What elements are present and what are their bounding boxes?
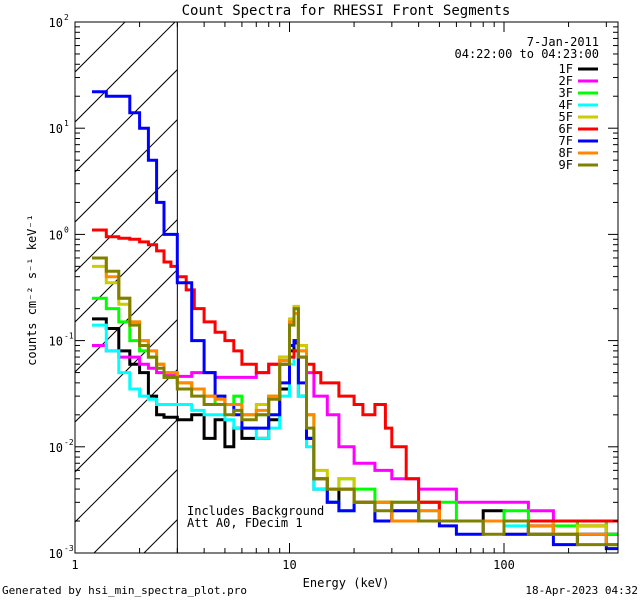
y-tick-label: 10 0: [49, 225, 69, 242]
hatch-stroke: [75, 418, 178, 523]
y-tick-label-base: 10: [49, 122, 63, 136]
y-tick-label-exponent: 1: [64, 119, 69, 128]
series-line-6F: [92, 228, 618, 523]
y-axis-label: counts cm⁻² s⁻¹ keV⁻¹: [25, 214, 39, 366]
hatch-stroke: [75, 22, 126, 73]
legend-label-2F: 2F: [559, 74, 573, 88]
y-tick-label-exponent: -2: [64, 438, 74, 447]
y-tick-label: 10 -2: [49, 438, 74, 455]
hatch-stroke: [75, 22, 176, 123]
legend-date: 7-Jan-2011: [527, 35, 599, 49]
hatch-stroke: [75, 118, 178, 223]
legend-label-7F: 7F: [559, 134, 573, 148]
y-tick-label-base: 10: [49, 16, 63, 30]
legend-label-8F: 8F: [559, 146, 573, 160]
footer-generated-by: Generated by hsi_min_spectra_plot.pro: [2, 584, 248, 597]
y-tick-label-base: 10: [49, 441, 63, 455]
annotation-background: Includes Background: [187, 504, 324, 518]
hatch-stroke: [75, 168, 178, 273]
plot-frame: [74, 21, 619, 554]
hatch-stroke: [75, 218, 178, 323]
y-tick-label-exponent: -3: [64, 544, 74, 553]
y-axis-ticks: [75, 21, 618, 554]
annotation-attenuator: Att A0, FDecim 1: [187, 516, 303, 530]
x-axis-label: Energy (keV): [303, 576, 390, 590]
series-lines: [92, 90, 618, 551]
y-tick-label-base: 10: [49, 228, 63, 242]
legend-label-4F: 4F: [559, 98, 573, 112]
hatch-stroke: [75, 68, 178, 173]
hatched-region: [75, 22, 640, 553]
x-axis-tick-labels: 1 10 100: [71, 558, 514, 572]
hatch-stroke: [75, 368, 178, 473]
chart-title: Count Spectra for RHESSI Front Segments: [182, 3, 511, 19]
y-tick-label-exponent: -1: [64, 332, 74, 341]
series-line-9F: [92, 256, 618, 547]
y-tick-label: 10 -1: [49, 332, 74, 349]
x-axis-ticks: [74, 22, 607, 553]
legend-label-3F: 3F: [559, 86, 573, 100]
x-tick-label: 10: [282, 558, 296, 572]
hatch-stroke: [93, 468, 178, 553]
y-tick-label-exponent: 2: [64, 13, 69, 22]
hatch-stroke: [194, 22, 640, 553]
legend-label-5F: 5F: [559, 110, 573, 124]
y-tick-label-base: 10: [49, 547, 63, 561]
legend-time-range: 04:22:00 to 04:23:00: [455, 47, 600, 61]
hatch-stroke: [75, 318, 178, 423]
y-tick-label: 10 2: [49, 13, 69, 30]
y-tick-label: 10 -3: [49, 544, 74, 561]
y-tick-label-exponent: 0: [64, 225, 69, 234]
legend-label-9F: 9F: [559, 158, 573, 172]
x-tick-label: 1: [71, 558, 78, 572]
y-tick-label: 10 1: [49, 119, 69, 136]
legend-label-1F: 1F: [559, 62, 573, 76]
y-tick-label-base: 10: [49, 335, 63, 349]
hatch-stroke: [75, 268, 178, 373]
x-tick-label: 100: [493, 558, 515, 572]
footer-timestamp: 18-Apr-2023 04:32: [525, 584, 638, 597]
legend-label-6F: 6F: [559, 122, 573, 136]
